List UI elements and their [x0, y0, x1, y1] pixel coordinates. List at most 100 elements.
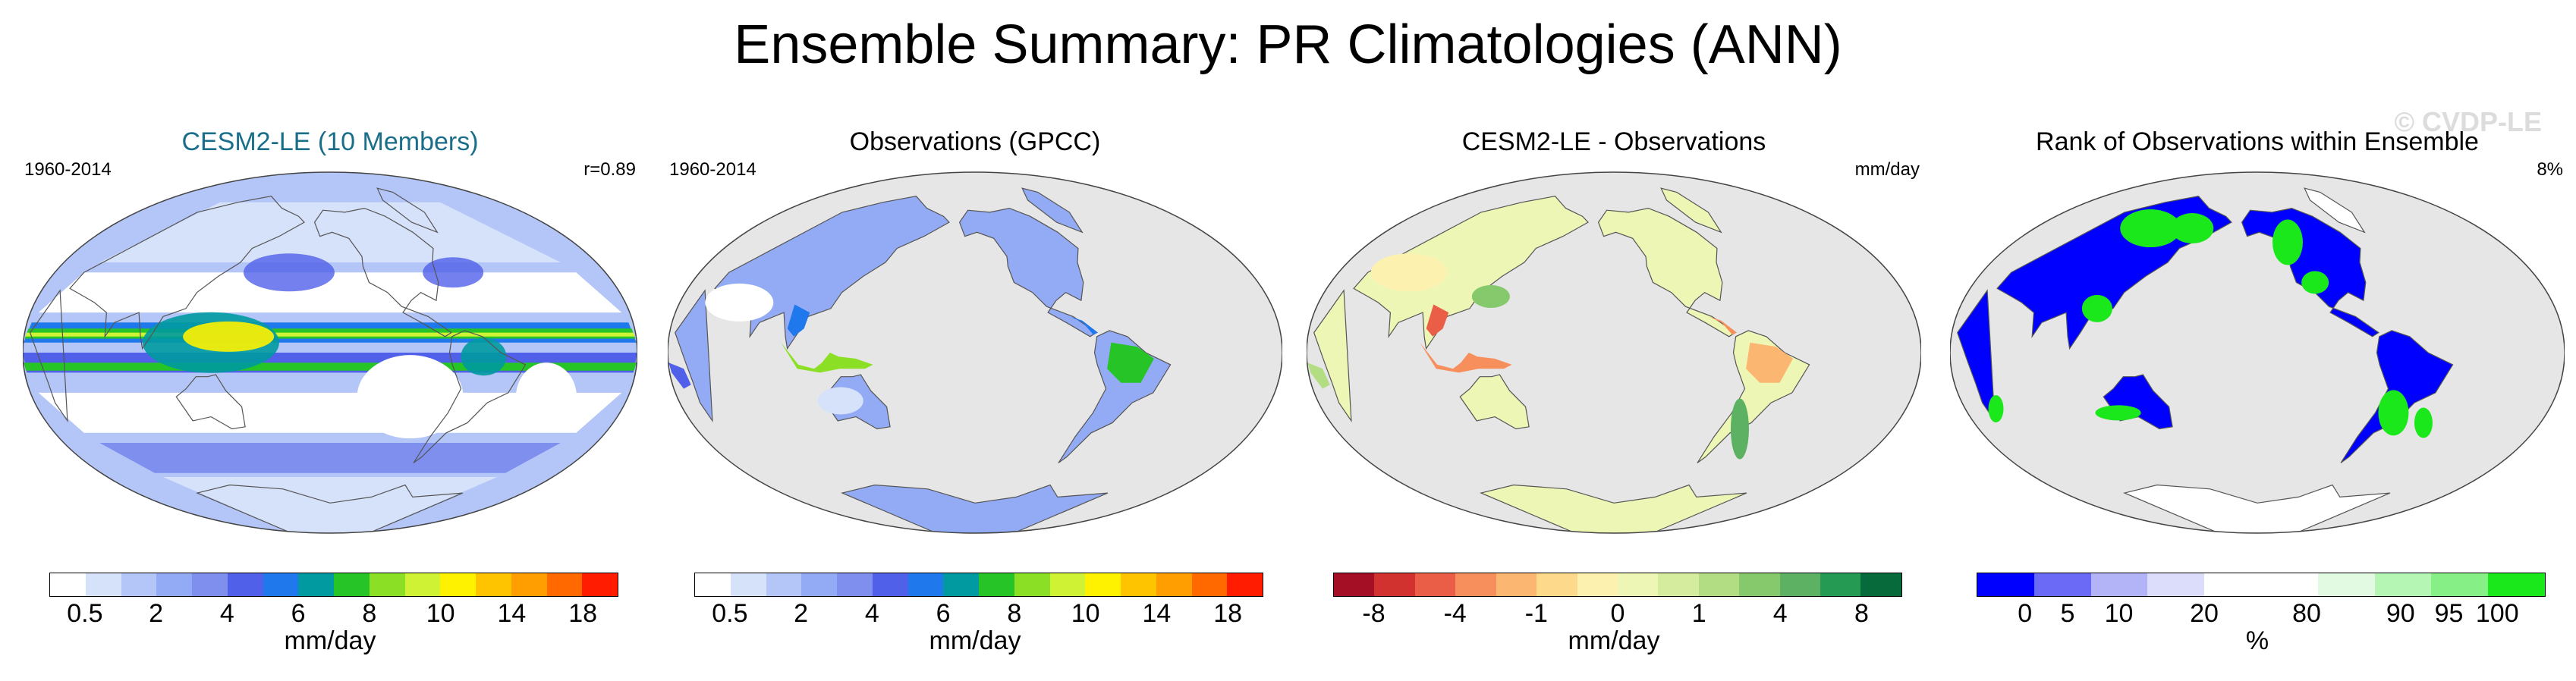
colorbar-unit: % [2245, 626, 2269, 655]
panel-title: Observations (GPCC) [849, 127, 1101, 156]
colorbar-segment [334, 573, 370, 596]
colorbar-segment [192, 573, 228, 596]
colorbar-unit: mm/day [929, 626, 1021, 655]
wet-region-amazon [1107, 342, 1154, 383]
amazon-blob [461, 337, 507, 376]
wet-region-central_am [1070, 316, 1099, 335]
precip-band [38, 392, 622, 433]
map-frame [1307, 171, 1921, 535]
colorbar-segment [979, 573, 1014, 596]
colorbar-tick-label: -4 [1443, 599, 1467, 628]
panel-title: CESM2-LE - Observations [1461, 127, 1766, 156]
colorbar-tick-label: 5 [2060, 599, 2075, 628]
map-outline [668, 171, 1282, 534]
colorbar-segment [695, 573, 731, 596]
colorbar-segment [440, 573, 476, 596]
colorbar-tick-label: 6 [291, 599, 306, 628]
bias-blob [1730, 398, 1749, 460]
colorbar-tick-label: 90 [2386, 599, 2415, 628]
period-label: 1960-2014 [24, 159, 112, 180]
continent-greenland [1021, 187, 1084, 234]
colorbar-tick-label: 2 [149, 599, 164, 628]
continent-australia [1459, 374, 1530, 430]
high-rank-blob [2095, 405, 2141, 421]
panel-title: CESM2-LE (10 Members) [181, 127, 479, 156]
continent-antarctica [1480, 484, 1747, 533]
continent-australia [175, 374, 246, 430]
colorbar-segment [121, 573, 157, 596]
colorbar-segment [546, 573, 583, 596]
continent-greenland [2304, 187, 2366, 234]
robinson-map [1950, 171, 2565, 534]
colorbar-ticks: 0.5 2 4 6 8 10 14 18 [694, 599, 1263, 632]
colorbar-segment [156, 573, 192, 596]
colorbar-segment [1977, 573, 2034, 596]
figure-title: Ensemble Summary: PR Climatologies (ANN) [734, 14, 1842, 75]
robinson-map [1307, 171, 1921, 534]
dry-zone-blob [515, 362, 577, 432]
colorbar-segment [1227, 573, 1263, 596]
colorbar-segment [1414, 573, 1456, 596]
colorbar-tick-label: 4 [219, 599, 234, 628]
colorbar-tick-label: 10 [1071, 599, 1100, 628]
colorbar-tick-label: 18 [1213, 599, 1243, 628]
colorbar-segment [1860, 573, 1901, 596]
high-rank-blob [1988, 395, 2004, 423]
continent-africa [30, 289, 68, 423]
dry-zone-blob [357, 355, 464, 439]
colorbar-tick-label: 0 [2018, 599, 2033, 628]
arid-blob [705, 283, 774, 322]
colorbar-tick-label: 14 [1142, 599, 1172, 628]
bias-region-indochina [1426, 304, 1449, 337]
colorbar-tick-label: 95 [2434, 599, 2464, 628]
high-rank-blob [2171, 213, 2214, 244]
colorbar [694, 573, 1263, 597]
bias-region-amazon [1746, 342, 1793, 383]
colorbar-segment [1121, 573, 1156, 596]
warm-pool-core [183, 321, 275, 352]
high-rank-blob [2414, 407, 2433, 438]
colorbar-tick-label: 10 [2104, 599, 2134, 628]
high-rank-blob [2378, 390, 2409, 436]
colorbar-segment [476, 573, 511, 596]
colorbar-tick-label: 8 [1007, 599, 1022, 628]
colorbar-tick-label: 8 [362, 599, 377, 628]
colorbar-tick-label: 8 [1854, 599, 1869, 628]
high-rank-blob [2301, 271, 2329, 294]
high-rank-blob [2120, 209, 2181, 248]
colorbar-segment [227, 573, 263, 596]
map-outline [23, 171, 637, 534]
colorbar-tick-label: 100 [2475, 599, 2519, 628]
colorbar-segment [298, 573, 334, 596]
colorbar-segment [1779, 573, 1821, 596]
colorbar-segment [907, 573, 944, 596]
colorbar-unit: mm/day [284, 626, 376, 655]
colorbar-segment [369, 573, 405, 596]
map-field [1307, 172, 1921, 533]
continent-eurasia [69, 196, 305, 350]
wet-region-safrica_wet [668, 362, 691, 389]
precip-band [162, 477, 498, 533]
storm-track-blob [423, 257, 484, 288]
map-frame [1950, 171, 2565, 535]
colorbar-ticks: 0.5 2 4 6 8 10 14 18 [49, 599, 618, 632]
colorbar-segment [1577, 573, 1618, 596]
colorbar-ticks: -8 -4 -1 0 1 4 8 [1333, 599, 1902, 632]
colorbar-segment [872, 573, 908, 596]
colorbar-segment [1085, 573, 1121, 596]
bias-blob [1370, 253, 1447, 292]
map-frame [23, 171, 637, 535]
colorbar-segment [1820, 573, 1861, 596]
colorbar-segment [1698, 573, 1740, 596]
high-rank-blob [2272, 219, 2303, 265]
colorbar-segment [1014, 573, 1050, 596]
colorbar-tick-label: 20 [2190, 599, 2219, 628]
bias-region-maritime [1420, 342, 1512, 373]
colorbar-segment [1156, 573, 1192, 596]
high-rank-blob [2081, 294, 2112, 322]
map-field [23, 172, 637, 533]
continent-antarctica [196, 484, 464, 533]
map-panel-2: Observations (GPCC) 1960-2014 0.5 2 4 6 8 10 14 1… [660, 114, 1290, 675]
colorbar-segment [801, 573, 837, 596]
colorbar-segment [50, 573, 86, 596]
